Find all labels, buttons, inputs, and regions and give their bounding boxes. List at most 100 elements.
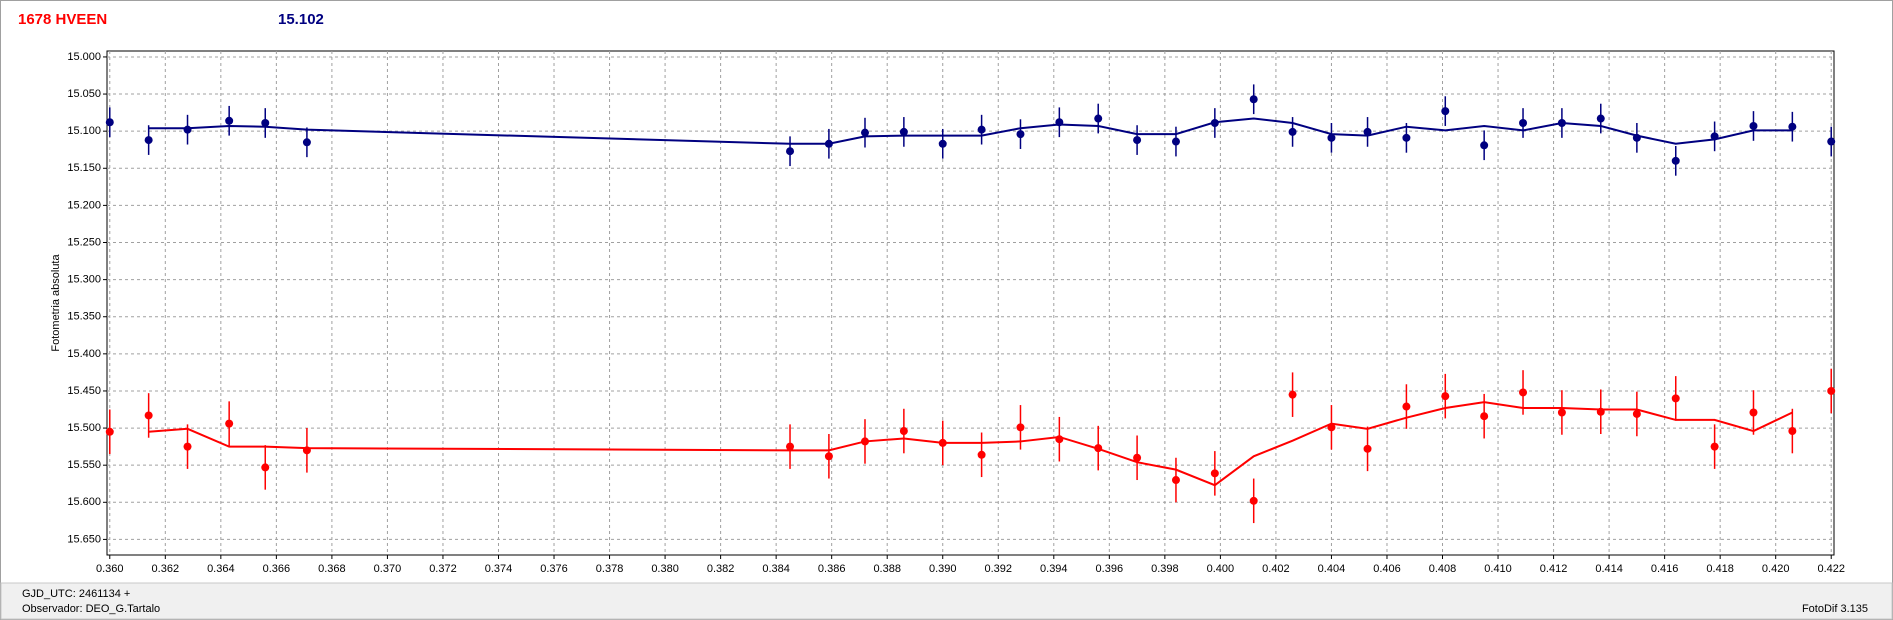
data-point xyxy=(938,438,947,447)
data-point xyxy=(860,128,869,137)
data-point xyxy=(1210,469,1219,478)
footer-panel xyxy=(0,582,1893,620)
object-name: 1678 HVEEN xyxy=(18,11,107,28)
data-point xyxy=(1441,107,1450,116)
data-point xyxy=(1094,444,1103,453)
data-point xyxy=(261,463,270,472)
data-point xyxy=(302,138,311,147)
data-point xyxy=(786,147,795,156)
x-tick-label: 0.422 xyxy=(1817,563,1845,575)
data-point xyxy=(977,125,986,134)
data-point xyxy=(1171,137,1180,146)
x-tick-label: 0.408 xyxy=(1429,563,1457,575)
data-point xyxy=(225,419,234,428)
y-tick-label: 15.500 xyxy=(67,422,101,434)
data-point xyxy=(1480,141,1489,150)
data-point xyxy=(1133,136,1142,145)
data-point xyxy=(1363,127,1372,136)
x-tick-label: 0.366 xyxy=(263,563,291,575)
data-point xyxy=(1632,409,1641,418)
data-point xyxy=(1249,496,1258,505)
x-tick-label: 0.372 xyxy=(429,563,457,575)
x-tick-label: 0.362 xyxy=(152,563,180,575)
data-point xyxy=(786,442,795,451)
data-point xyxy=(1557,119,1566,127)
data-point xyxy=(183,125,192,134)
data-point xyxy=(1055,118,1064,127)
data-point xyxy=(1094,114,1103,123)
data-point xyxy=(1288,127,1297,136)
data-point xyxy=(1016,130,1025,139)
y-tick-label: 15.550 xyxy=(67,459,101,471)
x-tick-label: 0.378 xyxy=(596,563,624,575)
x-tick-label: 0.394 xyxy=(1040,563,1068,575)
x-tick-label: 0.376 xyxy=(540,563,568,575)
data-point xyxy=(1210,119,1219,127)
y-tick-label: 15.100 xyxy=(67,125,101,137)
data-point xyxy=(938,139,947,148)
data-point xyxy=(1288,390,1297,399)
footer-gjd: GJD_UTC: 2461134 + xyxy=(22,588,130,600)
x-tick-label: 0.368 xyxy=(318,563,346,575)
x-tick-label: 0.392 xyxy=(984,563,1012,575)
data-point xyxy=(144,136,153,145)
y-tick-label: 15.600 xyxy=(67,496,101,508)
magnitude: 15.102 xyxy=(278,11,324,28)
data-point xyxy=(824,452,833,461)
x-tick-label: 0.400 xyxy=(1207,563,1235,575)
x-tick-label: 0.384 xyxy=(762,563,790,575)
x-tick-label: 0.380 xyxy=(651,563,679,575)
data-point xyxy=(105,118,114,127)
data-point xyxy=(1327,423,1336,432)
data-point xyxy=(1519,388,1528,397)
y-tick-label: 15.350 xyxy=(67,311,101,323)
data-point xyxy=(1363,444,1372,453)
data-point xyxy=(1480,412,1489,421)
footer-version: FotoDif 3.135 xyxy=(1802,603,1868,615)
x-tick-label: 0.386 xyxy=(818,563,846,575)
data-point xyxy=(1055,435,1064,444)
data-point xyxy=(1749,121,1758,130)
data-point xyxy=(1827,386,1836,395)
data-point xyxy=(1671,394,1680,403)
x-tick-label: 0.412 xyxy=(1540,563,1568,575)
data-point xyxy=(1788,122,1797,131)
data-point xyxy=(1632,133,1641,142)
fit-line xyxy=(148,117,1793,145)
x-tick-label: 0.418 xyxy=(1706,563,1734,575)
fit-line xyxy=(148,401,1793,487)
x-tick-label: 0.396 xyxy=(1096,563,1124,575)
y-tick-label: 15.650 xyxy=(67,533,101,545)
x-tick-label: 0.388 xyxy=(873,563,901,575)
data-point xyxy=(1133,453,1142,462)
plot-area xyxy=(106,50,1835,556)
data-point xyxy=(1827,137,1836,146)
x-tick-label: 0.402 xyxy=(1262,563,1290,575)
x-tick-label: 0.410 xyxy=(1484,563,1512,575)
y-axis-label: Fotometria absoluta xyxy=(50,254,62,352)
y-tick-label: 15.050 xyxy=(67,88,101,100)
x-tick-label: 0.406 xyxy=(1373,563,1401,575)
data-point xyxy=(1557,408,1566,417)
x-tick-label: 0.404 xyxy=(1318,563,1346,575)
data-point xyxy=(1519,119,1528,127)
x-tick-label: 0.420 xyxy=(1762,563,1790,575)
x-tick-label: 0.364 xyxy=(207,563,235,575)
x-tick-label: 0.398 xyxy=(1151,563,1179,575)
data-point xyxy=(824,139,833,148)
data-point xyxy=(899,427,908,436)
data-point xyxy=(1171,476,1180,485)
y-tick-label: 15.200 xyxy=(67,199,101,211)
data-point xyxy=(302,446,311,455)
y-tick-label: 15.400 xyxy=(67,348,101,360)
data-point xyxy=(1402,133,1411,142)
x-tick-label: 0.374 xyxy=(485,563,513,575)
data-point xyxy=(1596,114,1605,123)
y-tick-label: 15.300 xyxy=(67,274,101,286)
data-point xyxy=(1327,133,1336,142)
data-point xyxy=(1710,442,1719,451)
data-point xyxy=(1249,95,1258,104)
y-tick-label: 15.000 xyxy=(67,51,101,63)
y-tick-label: 15.450 xyxy=(67,385,101,397)
